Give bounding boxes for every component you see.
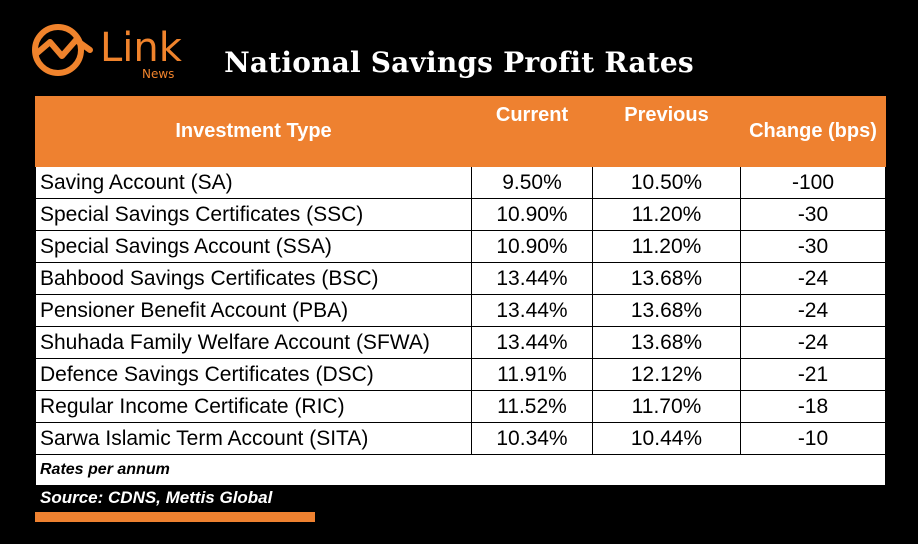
cell-change: -10 <box>740 422 886 455</box>
cell-investment-type: Sarwa Islamic Term Account (SITA) <box>35 422 472 455</box>
cell-investment-type: Shuhada Family Welfare Account (SFWA) <box>35 326 472 359</box>
cell-previous: 13.68% <box>592 294 741 327</box>
table-row: Shuhada Family Welfare Account (SFWA) 13.… <box>35 326 886 359</box>
header-investment-type: Investment Type <box>35 96 472 167</box>
table-row: Bahbood Savings Certificates (BSC) 13.44%… <box>35 262 886 295</box>
cell-current: 13.44% <box>471 262 593 295</box>
profit-rates-table: Investment Type Current Previous Change … <box>35 96 886 486</box>
cell-change: -30 <box>740 198 886 231</box>
cell-current: 10.90% <box>471 198 593 231</box>
cell-current: 9.50% <box>471 166 593 199</box>
table-row: Pensioner Benefit Account (PBA) 13.44% 13.… <box>35 294 886 327</box>
cell-previous: 11.20% <box>592 198 741 231</box>
cell-change: -100 <box>740 166 886 199</box>
cell-investment-type: Special Savings Account (SSA) <box>35 230 472 263</box>
cell-investment-type: Regular Income Certificate (RIC) <box>35 390 472 423</box>
cell-investment-type: Special Savings Certificates (SSC) <box>35 198 472 231</box>
note-row: Rates per annum <box>35 454 886 486</box>
header-change: Change (bps) <box>740 96 886 167</box>
header-current: Current <box>471 96 593 167</box>
header-previous: Previous <box>592 96 741 167</box>
cell-change: -24 <box>740 294 886 327</box>
cell-investment-type: Defence Savings Certificates (DSC) <box>35 358 472 391</box>
table-row: Saving Account (SA) 9.50% 10.50% -100 <box>35 166 886 199</box>
link-news-logo <box>28 20 188 85</box>
cell-current: 13.44% <box>471 326 593 359</box>
cell-change: -24 <box>740 262 886 295</box>
cell-previous: 13.68% <box>592 326 741 359</box>
cell-investment-type: Pensioner Benefit Account (PBA) <box>35 294 472 327</box>
page-title: National Savings Profit Rates <box>224 46 694 79</box>
cell-investment-type: Saving Account (SA) <box>35 166 472 199</box>
table-row: Defence Savings Certificates (DSC) 11.91%… <box>35 358 886 391</box>
cell-current: 11.91% <box>471 358 593 391</box>
cell-current: 13.44% <box>471 294 593 327</box>
cell-current: 10.34% <box>471 422 593 455</box>
table-row: Regular Income Certificate (RIC) 11.52% 11… <box>35 390 886 423</box>
cell-current: 10.90% <box>471 230 593 263</box>
table-header-row: Investment Type Current Previous Change … <box>35 96 886 167</box>
cell-previous: 11.20% <box>592 230 741 263</box>
logo-wordmark: Link <box>100 25 182 71</box>
cell-previous: 11.70% <box>592 390 741 423</box>
cell-change: -18 <box>740 390 886 423</box>
table-row: Special Savings Account (SSA) 10.90% 11.20… <box>35 230 886 263</box>
cell-change: -24 <box>740 326 886 359</box>
logo-subtext: News <box>142 67 175 81</box>
table-row: Special Savings Certificates (SSC) 10.90%… <box>35 198 886 231</box>
logo-mark-icon <box>32 24 93 76</box>
cell-previous: 12.12% <box>592 358 741 391</box>
source-note: Source: CDNS, Mettis Global <box>40 488 273 507</box>
cell-change: -21 <box>740 358 886 391</box>
cell-previous: 13.68% <box>592 262 741 295</box>
rates-note: Rates per annum <box>35 454 886 486</box>
cell-current: 11.52% <box>471 390 593 423</box>
table-row: Sarwa Islamic Term Account (SITA) 10.34% 1… <box>35 422 886 455</box>
cell-previous: 10.44% <box>592 422 741 455</box>
source-underline <box>35 512 315 522</box>
cell-change: -30 <box>740 230 886 263</box>
cell-investment-type: Bahbood Savings Certificates (BSC) <box>35 262 472 295</box>
cell-previous: 10.50% <box>592 166 741 199</box>
